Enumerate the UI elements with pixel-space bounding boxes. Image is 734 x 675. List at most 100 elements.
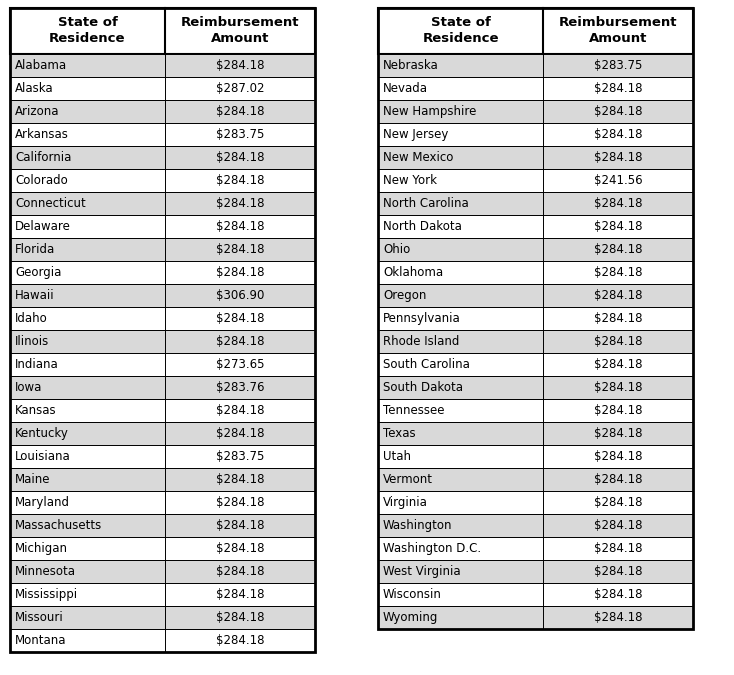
Text: Nebraska: Nebraska — [383, 59, 439, 72]
Bar — [10, 629, 315, 652]
Bar — [378, 307, 693, 330]
Text: $284.18: $284.18 — [216, 266, 264, 279]
Bar — [378, 100, 693, 123]
Text: Nevada: Nevada — [383, 82, 428, 95]
Text: Alaska: Alaska — [15, 82, 54, 95]
Text: Oregon: Oregon — [383, 289, 426, 302]
Bar — [10, 583, 315, 606]
Bar — [378, 537, 693, 560]
Bar — [10, 468, 315, 491]
Text: Idaho: Idaho — [15, 312, 48, 325]
Text: Iowa: Iowa — [15, 381, 43, 394]
Text: $284.18: $284.18 — [216, 105, 264, 118]
Text: California: California — [15, 151, 71, 164]
Text: $284.18: $284.18 — [216, 427, 264, 440]
Bar — [10, 330, 315, 353]
Text: $284.18: $284.18 — [216, 611, 264, 624]
Text: Ilinois: Ilinois — [15, 335, 49, 348]
Text: Texas: Texas — [383, 427, 415, 440]
Bar — [378, 376, 693, 399]
Text: Arkansas: Arkansas — [15, 128, 69, 141]
Text: $284.18: $284.18 — [594, 565, 642, 578]
Text: $284.18: $284.18 — [216, 243, 264, 256]
Bar — [378, 8, 693, 54]
Text: Louisiana: Louisiana — [15, 450, 70, 463]
Text: Alabama: Alabama — [15, 59, 67, 72]
Text: Connecticut: Connecticut — [15, 197, 86, 210]
Text: Florida: Florida — [15, 243, 55, 256]
Bar — [378, 123, 693, 146]
Bar — [378, 468, 693, 491]
Bar — [378, 353, 693, 376]
Text: Maine: Maine — [15, 473, 51, 486]
Text: $284.18: $284.18 — [216, 473, 264, 486]
Bar — [378, 261, 693, 284]
Bar — [378, 606, 693, 629]
Bar — [10, 606, 315, 629]
Text: New Jersey: New Jersey — [383, 128, 448, 141]
Text: $306.90: $306.90 — [216, 289, 264, 302]
Bar — [10, 376, 315, 399]
Bar — [10, 146, 315, 169]
Text: Ohio: Ohio — [383, 243, 410, 256]
Text: $284.18: $284.18 — [594, 542, 642, 555]
Bar — [10, 192, 315, 215]
Bar — [378, 330, 693, 353]
Text: $284.18: $284.18 — [594, 128, 642, 141]
Bar — [10, 560, 315, 583]
Text: Washington D.C.: Washington D.C. — [383, 542, 481, 555]
Text: $284.18: $284.18 — [594, 289, 642, 302]
Text: Kansas: Kansas — [15, 404, 57, 417]
Text: $283.75: $283.75 — [216, 128, 264, 141]
Text: Georgia: Georgia — [15, 266, 62, 279]
Bar — [378, 284, 693, 307]
Bar — [10, 537, 315, 560]
Text: $284.18: $284.18 — [594, 82, 642, 95]
Bar — [378, 560, 693, 583]
Text: $284.18: $284.18 — [216, 404, 264, 417]
Bar — [10, 238, 315, 261]
Text: North Dakota: North Dakota — [383, 220, 462, 233]
Text: $284.18: $284.18 — [216, 151, 264, 164]
Text: Virginia: Virginia — [383, 496, 428, 509]
Text: $284.18: $284.18 — [594, 450, 642, 463]
Text: North Carolina: North Carolina — [383, 197, 469, 210]
Bar — [10, 100, 315, 123]
Text: State of
Residence: State of Residence — [422, 16, 498, 45]
Text: West Virginia: West Virginia — [383, 565, 461, 578]
Bar — [10, 77, 315, 100]
Bar — [378, 422, 693, 445]
Text: $284.18: $284.18 — [594, 312, 642, 325]
Text: $284.18: $284.18 — [594, 105, 642, 118]
Bar — [10, 8, 315, 54]
Text: $284.18: $284.18 — [594, 404, 642, 417]
Bar — [10, 491, 315, 514]
Bar — [10, 261, 315, 284]
Text: $284.18: $284.18 — [594, 611, 642, 624]
Text: Pennsylvania: Pennsylvania — [383, 312, 461, 325]
Text: State of
Residence: State of Residence — [49, 16, 126, 45]
Bar — [10, 215, 315, 238]
Text: $284.18: $284.18 — [594, 519, 642, 532]
Bar — [10, 445, 315, 468]
Text: Reimbursement
Amount: Reimbursement Amount — [181, 16, 299, 45]
Text: Rhode Island: Rhode Island — [383, 335, 459, 348]
Text: $284.18: $284.18 — [216, 335, 264, 348]
Text: $284.18: $284.18 — [216, 519, 264, 532]
Text: $284.18: $284.18 — [216, 634, 264, 647]
Text: $284.18: $284.18 — [216, 542, 264, 555]
Text: $284.18: $284.18 — [216, 197, 264, 210]
Text: New Hampshire: New Hampshire — [383, 105, 476, 118]
Text: Delaware: Delaware — [15, 220, 71, 233]
Text: Utah: Utah — [383, 450, 411, 463]
Text: New York: New York — [383, 174, 437, 187]
Text: Missouri: Missouri — [15, 611, 64, 624]
Bar — [10, 169, 315, 192]
Text: Tennessee: Tennessee — [383, 404, 445, 417]
Text: $284.18: $284.18 — [216, 565, 264, 578]
Text: New Mexico: New Mexico — [383, 151, 454, 164]
Bar — [10, 8, 315, 652]
Bar — [378, 399, 693, 422]
Text: $284.18: $284.18 — [594, 220, 642, 233]
Text: $284.18: $284.18 — [216, 59, 264, 72]
